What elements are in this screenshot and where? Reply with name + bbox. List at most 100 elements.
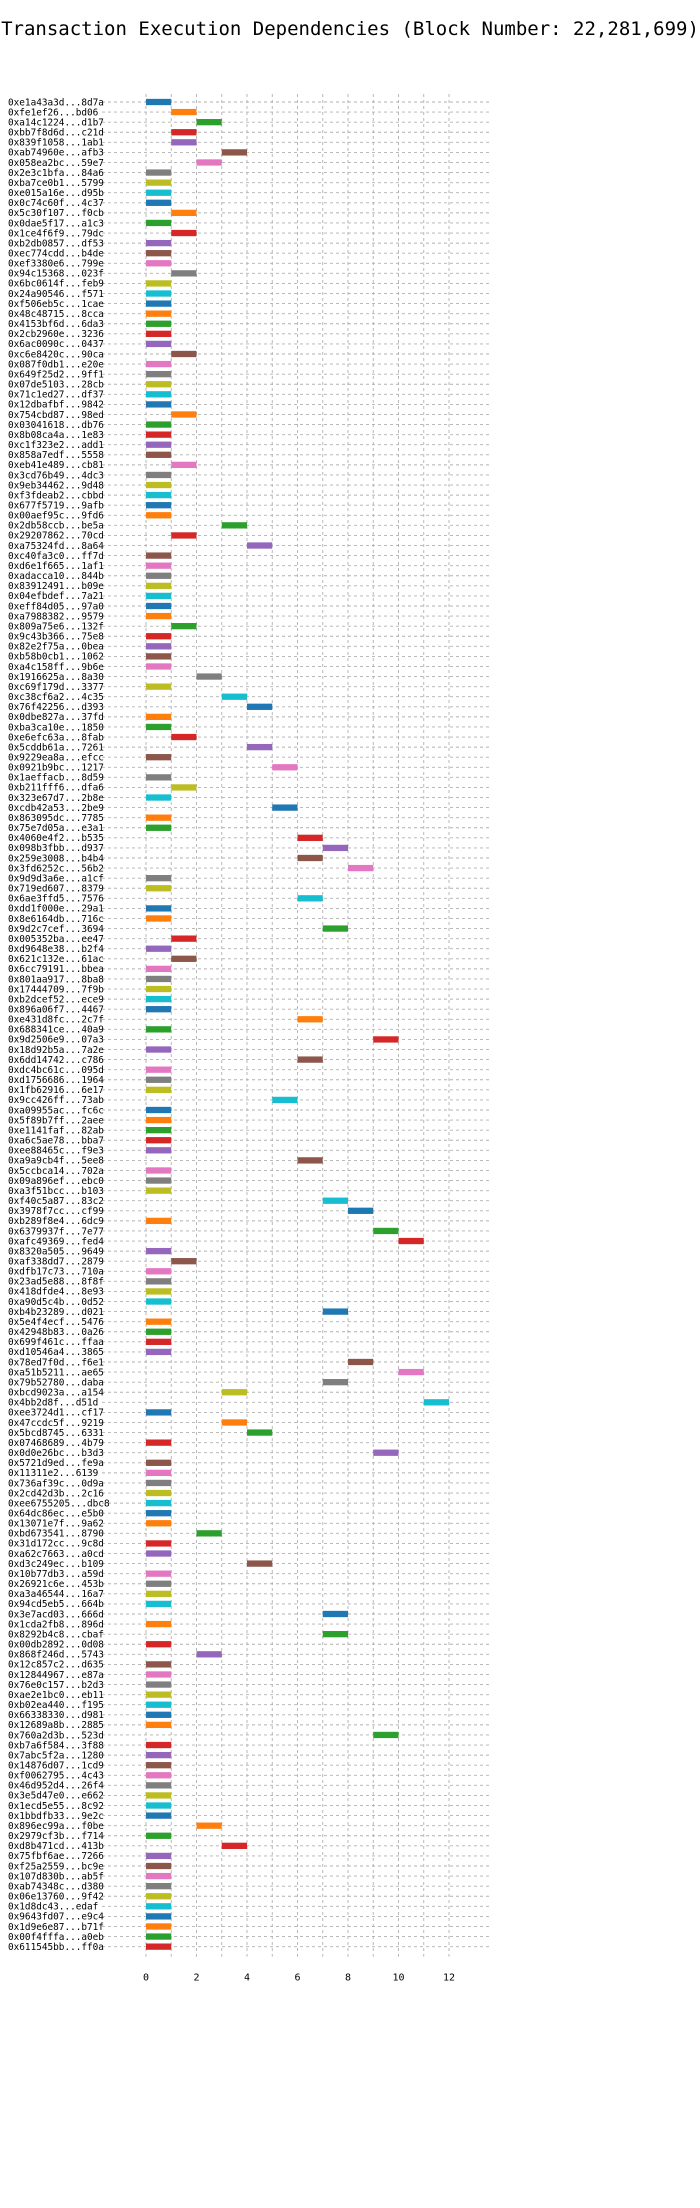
transaction-bar (146, 310, 172, 317)
y-tick-label: 0x3cd76b49...4dc3 (8, 470, 104, 481)
y-tick-label: 0x5721d9ed...fe9a (8, 1458, 104, 1469)
transaction-bar (171, 623, 197, 630)
transaction-bar (297, 834, 323, 841)
y-tick-label: 0xba7ce0b1...5799 (8, 178, 104, 189)
transaction-bar (322, 1610, 348, 1618)
transaction-bar (221, 149, 247, 156)
y-tick-label: 0x760a2d3b...523d (8, 1730, 104, 1741)
y-tick-label: 0x2979cf3b...f714 (8, 1831, 104, 1842)
y-tick-label: 0x17444709...7f9b (8, 984, 104, 995)
y-tick-label: 0x0d0e26bc...b3d3 (8, 1448, 104, 1459)
y-tick-label: 0x94cd5eb5...664b (8, 1599, 104, 1610)
transaction-bar (146, 169, 172, 176)
y-tick-label: 0xd9648e38...b2f4 (8, 944, 104, 955)
x-tick-label: 0 (143, 1973, 149, 1984)
y-tick-label: 0x83912491...b09e (8, 581, 104, 592)
y-tick-label: 0xae2e1bc0...eb11 (8, 1690, 104, 1701)
transaction-bar (146, 1883, 172, 1890)
transaction-bar (146, 421, 172, 428)
y-tick-label: 0xd6e1f665...1af1 (8, 561, 104, 572)
transaction-bar (272, 764, 298, 771)
transaction-bar (146, 1540, 172, 1547)
y-tick-label: 0x3e5d47e0...e662 (8, 1791, 104, 1802)
transaction-bar (146, 1076, 172, 1083)
y-tick-label: 0x31d172cc...9c8d (8, 1539, 104, 1550)
transaction-bar (146, 239, 172, 247)
transaction-bar (146, 885, 172, 892)
y-tick-label: 0x058ea2bc...59e7 (8, 158, 104, 169)
transaction-bar (146, 1338, 172, 1345)
transaction-bar (146, 1862, 172, 1870)
y-tick-label: 0x868f246d...5743 (8, 1650, 104, 1661)
transaction-bar (146, 371, 172, 378)
transaction-bar (146, 401, 172, 408)
transaction-bar (373, 1449, 399, 1456)
transaction-bar (146, 1751, 172, 1759)
y-tick-label: 0x00f4fffa...a0eb (8, 1932, 104, 1943)
transaction-bar (146, 300, 172, 307)
transaction-bar (146, 572, 172, 579)
y-tick-label: 0x3978f7cc...cf99 (8, 1206, 104, 1217)
x-tick-label: 2 (193, 1973, 199, 1984)
y-tick-label: 0xdc4bc61c...095d (8, 1065, 104, 1076)
transaction-bar (146, 1762, 172, 1769)
transaction-bar (221, 1842, 247, 1849)
transaction-bar (146, 713, 172, 721)
y-tick-label: 0x6bc0614f...feb9 (8, 279, 104, 290)
y-tick-label: 0x5e4f4ecf...5476 (8, 1317, 104, 1328)
y-tick-label: 0x005352ba...ee47 (8, 934, 104, 945)
y-tick-label: 0x0dbe827a...37fd (8, 712, 104, 723)
y-tick-label: 0x75e7d05a...e3a1 (8, 823, 104, 834)
y-tick-label: 0x8320a505...9649 (8, 1246, 104, 1257)
y-tick-label: 0xa51b5211...ae65 (8, 1367, 104, 1378)
transaction-bar (146, 1469, 172, 1477)
transaction-bar (146, 814, 172, 821)
transaction-bar (146, 1187, 172, 1194)
transaction-bar (146, 1893, 172, 1900)
transaction-bar (221, 522, 247, 529)
y-tick-label: 0x9eb34462...9d48 (8, 480, 104, 491)
y-tick-label: 0x09a896ef...ebc0 (8, 1176, 104, 1187)
transaction-bar (146, 995, 172, 1003)
y-tick-label: 0x48c48715...8cca (8, 309, 104, 320)
transaction-bar (322, 1308, 348, 1315)
transaction-bar (196, 119, 222, 126)
transaction-bar (297, 854, 323, 862)
transaction-bar (297, 1056, 323, 1063)
transaction-bar (146, 965, 172, 973)
transaction-bar (196, 1822, 222, 1829)
y-tick-label: 0x2cd42d3b...2c16 (8, 1488, 104, 1499)
transaction-bar (322, 925, 348, 932)
y-tick-label: 0xa14c1224...d1b7 (8, 117, 104, 128)
y-tick-label: 0x10b77db3...a59d (8, 1569, 104, 1580)
y-tick-label: 0x8e6164db...716c (8, 914, 104, 925)
transaction-bar (146, 1792, 172, 1799)
transaction-bar (146, 1268, 172, 1275)
transaction-bar (146, 1741, 172, 1749)
transaction-bar (146, 1661, 172, 1668)
y-tick-label: 0x64dc86ec...e5b0 (8, 1509, 104, 1520)
transaction-bar (146, 754, 172, 761)
y-tick-label: 0x18d92b5a...7a2e (8, 1045, 104, 1056)
transaction-bar (146, 290, 172, 297)
transaction-bar (146, 471, 172, 479)
y-tick-label: 0x47ccdc5f...9219 (8, 1418, 104, 1429)
y-tick-label: 0x7abc5f2a...1280 (8, 1750, 104, 1761)
transaction-bar (247, 743, 273, 751)
transaction-bar (171, 350, 197, 358)
transaction-bar (146, 1499, 172, 1507)
transaction-bar (146, 643, 172, 650)
y-tick-label: 0xe431d8fc...2c7f (8, 1015, 104, 1026)
y-tick-label: 0xb7a6f584...3f88 (8, 1740, 104, 1751)
y-tick-label: 0x688341ce...40a9 (8, 1025, 104, 1036)
transaction-bar (171, 139, 197, 146)
transaction-bar (398, 1237, 424, 1245)
x-tick-label: 4 (244, 1973, 250, 1984)
transaction-bar (373, 1036, 399, 1043)
y-tick-label: 0x11311e2...6139 (8, 1468, 99, 1479)
y-tick-label: 0xf3fdeab2...cbbd (8, 490, 104, 501)
y-tick-label: 0xa3f51bcc...b103 (8, 1186, 104, 1197)
y-tick-label: 0x5ccbca14...702a (8, 1166, 104, 1177)
y-tick-label: 0x9d2506e9...07a3 (8, 1035, 104, 1046)
y-tick-label: 0x76e0c157...b2d3 (8, 1680, 104, 1691)
